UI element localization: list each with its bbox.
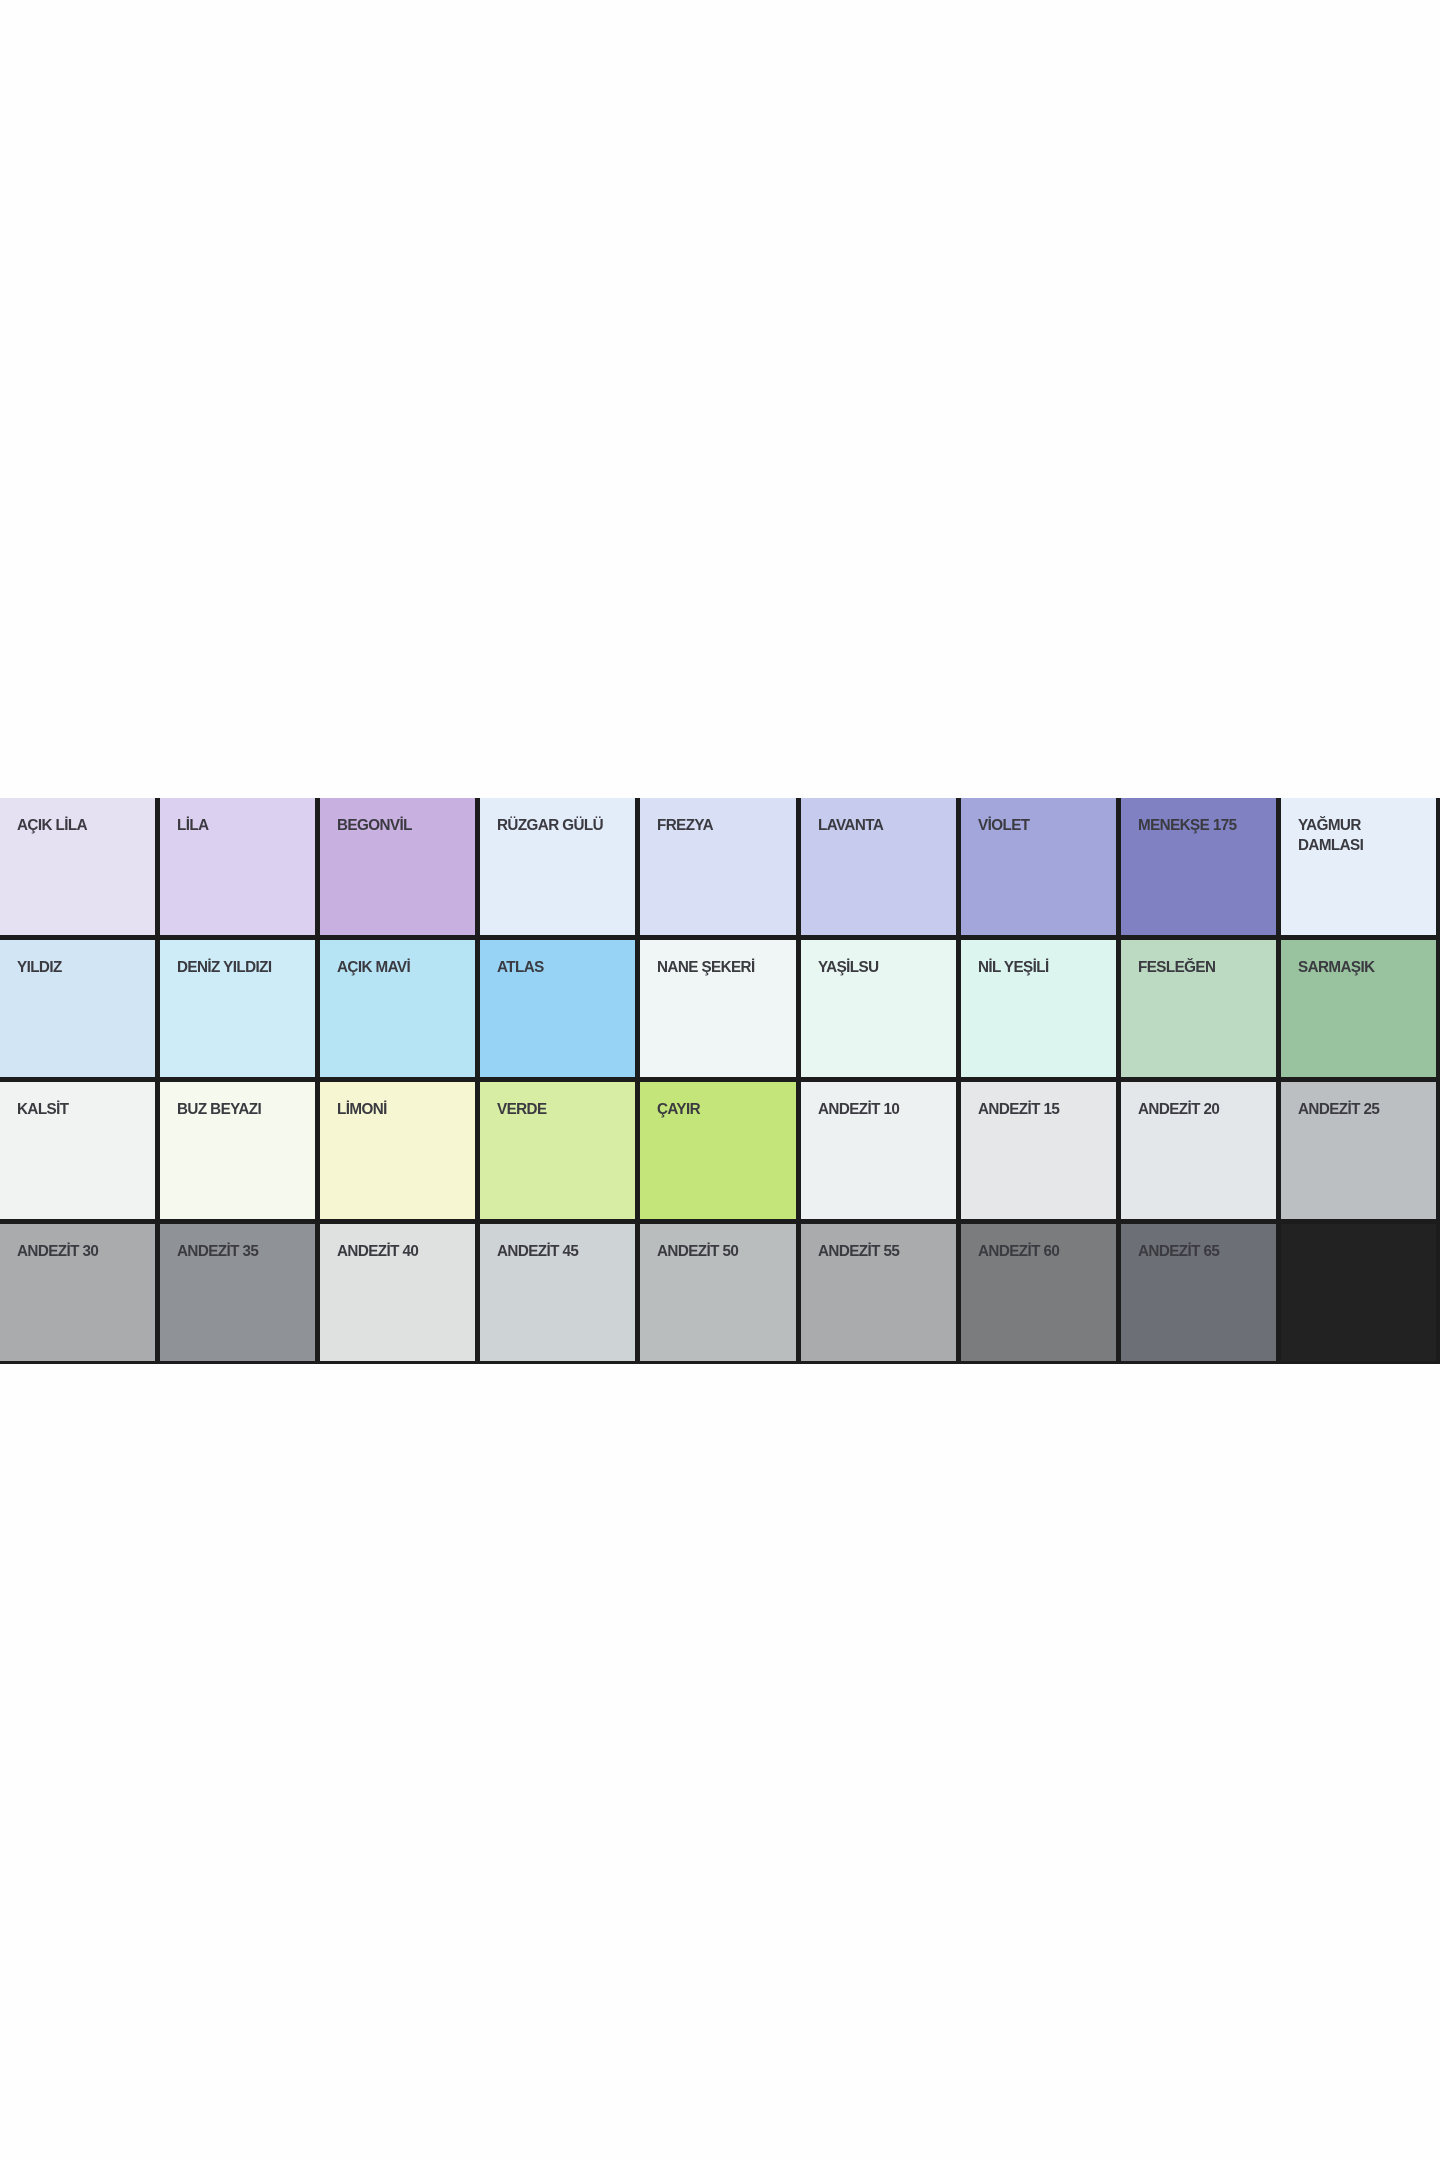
swatch-label: ANDEZİT 45 xyxy=(497,1243,579,1260)
color-swatch: SARMAŞIK xyxy=(1280,940,1436,1077)
color-swatch: DENİZ YILDIZI xyxy=(160,940,316,1077)
color-swatch: ANDEZİT 45 xyxy=(480,1224,636,1361)
swatch-label: ANDEZİT 25 xyxy=(1297,1101,1380,1118)
swatch-label: LİMONİ xyxy=(337,1101,388,1118)
swatch-label: RÜZGAR GÜLÜ xyxy=(497,817,604,834)
color-swatch: ANDEZİT 55 xyxy=(800,1224,956,1361)
swatch-label: ATLAS xyxy=(497,959,545,976)
swatch-label: ANDEZİT 35 xyxy=(177,1243,259,1260)
color-swatch: ANDEZİT 15 xyxy=(960,1082,1116,1219)
color-swatch: FREZYA xyxy=(640,798,796,935)
swatch-label: LAVANTA xyxy=(817,817,884,834)
color-swatch: NİL YEŞİLİ xyxy=(960,940,1116,1077)
swatch-label: ANDEZİT 65 xyxy=(1137,1243,1220,1260)
swatch-label: NANE ŞEKERİ xyxy=(657,959,756,976)
swatch-label: YAĞMUR DAMLASI xyxy=(1297,817,1364,854)
color-swatch: LİMONİ xyxy=(320,1082,476,1219)
color-swatch: ANDEZİT 35 xyxy=(160,1224,316,1361)
color-swatch: KALSİT xyxy=(0,1082,156,1219)
swatch-label: ANDEZİT 15 xyxy=(977,1101,1060,1118)
color-swatch: YAĞMUR DAMLASI xyxy=(1280,798,1436,935)
color-swatch: ANDEZİT 20 xyxy=(1120,1082,1276,1219)
color-swatch: LİLA xyxy=(160,798,316,935)
color-swatch: LAVANTA xyxy=(800,798,956,935)
color-swatch: VİOLET xyxy=(960,798,1116,935)
swatch-label: AÇIK MAVİ xyxy=(337,959,411,976)
color-swatch: VERDE xyxy=(480,1082,636,1219)
color-swatch: MENEKŞE 175 xyxy=(1120,798,1276,935)
color-swatch: AÇIK MAVİ xyxy=(320,940,476,1077)
color-swatch: BUZ BEYAZI xyxy=(160,1082,316,1219)
color-swatch: ANDEZİT 40 xyxy=(320,1224,476,1361)
swatch-label: BUZ BEYAZI xyxy=(177,1101,262,1118)
swatch-label: NİL YEŞİLİ xyxy=(977,959,1049,976)
swatch-label: KALSİT xyxy=(17,1101,69,1118)
swatch-label: ANDEZİT 60 xyxy=(977,1243,1060,1260)
color-swatch: ANDEZİT 60 xyxy=(960,1224,1116,1361)
color-swatch: ANDEZİT 25 xyxy=(1280,1082,1436,1219)
swatch-label: MENEKŞE 175 xyxy=(1137,817,1237,834)
swatch-label: ÇAYIR xyxy=(657,1101,701,1118)
swatch-label: FREZYA xyxy=(657,817,714,834)
color-swatch: ANDEZİT 30 xyxy=(0,1224,156,1361)
color-palette-grid: AÇIK LİLA LİLA BEGONVİL RÜZGAR GÜLÜ FREZYA LA… xyxy=(0,798,1440,1364)
swatch-label: VİOLET xyxy=(977,817,1030,834)
color-swatch: YAŞİLSU xyxy=(800,940,956,1077)
swatch-label: ANDEZİT 40 xyxy=(337,1243,419,1260)
swatch-label: LİLA xyxy=(177,817,209,834)
swatch-label: SARMAŞIK xyxy=(1297,959,1375,976)
color-swatch xyxy=(1280,1224,1436,1361)
color-swatch: ATLAS xyxy=(480,940,636,1077)
color-swatch: ANDEZİT 10 xyxy=(800,1082,956,1219)
color-swatch: BEGONVİL xyxy=(320,798,476,935)
swatch-label: BEGONVİL xyxy=(337,817,413,834)
color-swatch: RÜZGAR GÜLÜ xyxy=(480,798,636,935)
swatch-label: ANDEZİT 20 xyxy=(1137,1101,1220,1118)
color-swatch: AÇIK LİLA xyxy=(0,798,156,935)
swatch-label: ANDEZİT 50 xyxy=(657,1243,739,1260)
color-swatch: ÇAYIR xyxy=(640,1082,796,1219)
color-swatch: ANDEZİT 50 xyxy=(640,1224,796,1361)
color-swatch: YILDIZ xyxy=(0,940,156,1077)
swatch-label: AÇIK LİLA xyxy=(17,817,88,834)
color-swatch: ANDEZİT 65 xyxy=(1120,1224,1276,1361)
swatch-label: ANDEZİT 10 xyxy=(817,1101,900,1118)
swatch-label: VERDE xyxy=(497,1101,547,1118)
swatch-label: DENİZ YILDIZI xyxy=(177,959,272,976)
swatch-label: FESLEĞEN xyxy=(1137,959,1216,976)
swatch-label: YAŞİLSU xyxy=(817,959,879,976)
color-swatch: FESLEĞEN xyxy=(1120,940,1276,1077)
swatch-label: YILDIZ xyxy=(17,959,62,976)
swatch-label: ANDEZİT 55 xyxy=(817,1243,900,1260)
swatch-label: ANDEZİT 30 xyxy=(17,1243,99,1260)
color-swatch: NANE ŞEKERİ xyxy=(640,940,796,1077)
